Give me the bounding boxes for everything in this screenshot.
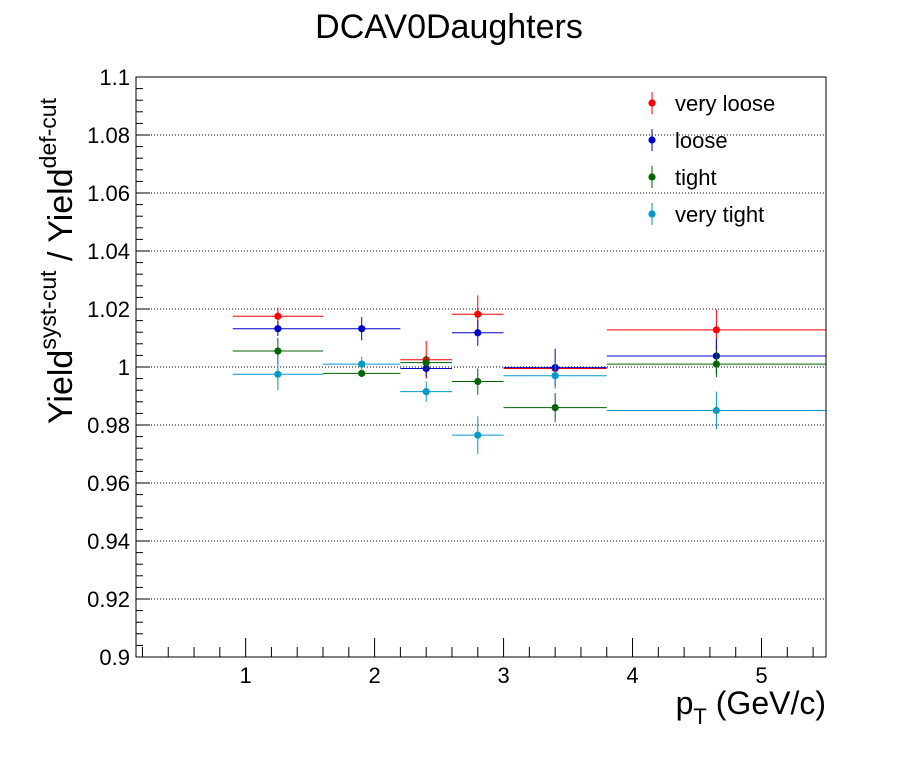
y-tick-label: 1 (118, 355, 130, 380)
y-tick-label: 1.08 (87, 123, 130, 148)
legend-marker (648, 210, 656, 218)
data-point (274, 325, 282, 333)
legend-item: loose (648, 128, 728, 153)
data-point (358, 369, 366, 377)
x-axis-label-sub: T (693, 704, 706, 729)
plot-frame (135, 76, 827, 658)
y-tick-label: 0.92 (87, 587, 130, 612)
legend-marker (648, 173, 656, 181)
x-tick-label: 5 (755, 663, 767, 688)
y-tick-label: 0.94 (87, 529, 130, 554)
x-axis-ticks: 1 2 3 4 5 (141, 638, 814, 688)
chart-title: DCAV0Daughters (315, 8, 583, 46)
x-axis-label-base: p (676, 685, 694, 721)
y-tick-label: 1.04 (87, 239, 130, 264)
data-point (474, 377, 482, 386)
y-axis-label-a-sup: syst-cut (35, 270, 61, 350)
y-tick-label: 0.98 (87, 413, 130, 438)
series-tight (232, 338, 826, 423)
data-series (232, 295, 826, 454)
series-very-tight (232, 356, 826, 454)
data-point (551, 372, 559, 380)
y-axis-label: Yieldsyst-cut / Yielddef-cut (35, 97, 80, 424)
legend-marker (648, 99, 656, 107)
x-axis-label-rest: (GeV/c) (707, 685, 826, 721)
legend-item: very loose (648, 91, 775, 116)
data-point (358, 325, 366, 333)
y-tick-label: 1.1 (99, 65, 130, 90)
x-tick-label: 2 (368, 663, 380, 688)
legend-label: very loose (675, 91, 775, 116)
data-point (422, 359, 430, 367)
series-very-loose (232, 295, 826, 379)
data-point (474, 431, 482, 439)
y-tick-label: 0.96 (87, 471, 130, 496)
data-point (358, 360, 366, 368)
data-point (274, 370, 282, 378)
data-point (712, 360, 720, 368)
y-gridlines (136, 134, 826, 600)
y-tick-label: 0.9 (99, 645, 130, 670)
y-axis-ticks: 0.9 0.92 0.94 0.96 0.98 1 1.02 1.04 1.06 1.08 1.1 (87, 65, 150, 670)
data-point (551, 404, 559, 412)
legend-label: loose (675, 128, 728, 153)
y-tick-label: 1.02 (87, 297, 130, 322)
data-point (274, 347, 282, 355)
y-axis-label-mid: / Yield (42, 168, 80, 270)
legend-item: very tight (648, 202, 764, 227)
y-axis-label-a: Yield (42, 350, 80, 424)
legend-label: very tight (675, 202, 764, 227)
data-point (712, 326, 720, 334)
data-point (274, 312, 282, 320)
data-point (474, 329, 482, 337)
x-tick-label: 3 (497, 663, 509, 688)
legend-item: tight (648, 165, 717, 190)
data-point (422, 388, 430, 396)
x-tick-label: 1 (240, 663, 252, 688)
y-tick-label: 1.06 (87, 181, 130, 206)
data-point (474, 310, 482, 318)
y-axis-label-b-sup: def-cut (35, 97, 61, 168)
legend: very loose loose tight very tight (648, 91, 775, 227)
x-tick-label: 4 (626, 663, 638, 688)
legend-label: tight (675, 165, 717, 190)
x-axis-label: pT (GeV/c) (676, 685, 826, 729)
legend-marker (648, 136, 656, 144)
series-loose (232, 317, 826, 387)
data-point (712, 406, 720, 415)
